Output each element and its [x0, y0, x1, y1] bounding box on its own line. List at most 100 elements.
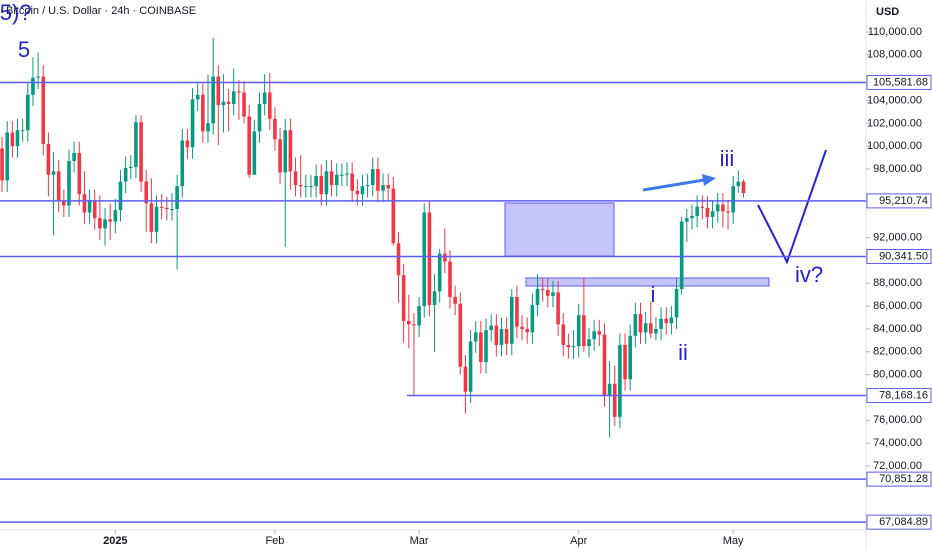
candle-body: [407, 320, 411, 325]
candle-body: [15, 130, 20, 147]
y-tick-label: 80,000.00: [873, 369, 922, 381]
candle-body: [0, 148, 4, 181]
candle-body: [278, 139, 282, 173]
candle-body: [82, 194, 87, 213]
wave-label: ii: [678, 340, 688, 365]
candle-body: [643, 323, 648, 333]
candle-body: [72, 153, 76, 162]
candle-body: [128, 166, 133, 168]
candle-body: [685, 218, 689, 222]
candle-body: [92, 201, 97, 219]
candle-body: [5, 132, 10, 181]
candle-body: [654, 328, 658, 334]
candle-body: [458, 303, 463, 367]
candle-body: [515, 296, 519, 327]
candle-body: [257, 103, 262, 132]
candle-body: [149, 203, 154, 232]
candle-body: [113, 210, 118, 222]
candle-body: [669, 317, 674, 324]
candle-body: [237, 91, 241, 93]
x-tick-label: Mar: [410, 535, 429, 547]
wave-label: 5: [18, 37, 30, 62]
y-tick-label: 88,000.00: [873, 277, 922, 289]
candle-body: [695, 206, 699, 216]
candle-body: [376, 169, 380, 191]
arrow-head: [702, 174, 716, 186]
candle-body: [504, 328, 509, 344]
candle-body: [273, 118, 277, 140]
candle-body: [365, 185, 370, 187]
price-label: 90,341.50: [879, 250, 928, 262]
candle-body: [185, 140, 190, 148]
candle-body: [561, 324, 566, 345]
candle-body: [293, 171, 298, 186]
candle-body: [437, 253, 442, 292]
candle-body: [360, 186, 365, 195]
candle-body: [242, 92, 246, 117]
zone-box: [525, 277, 770, 287]
candle-body: [324, 171, 329, 195]
candle-body: [401, 275, 406, 321]
x-tick-label: Apr: [570, 535, 587, 547]
x-tick-label: Feb: [265, 535, 284, 547]
candle-body: [31, 77, 35, 95]
candle-body: [633, 314, 638, 336]
candle-body: [221, 101, 226, 106]
candle-body: [165, 207, 169, 210]
candle-body: [134, 122, 138, 167]
candle-body: [427, 212, 432, 305]
y-tick-label: 104,000.00: [867, 94, 922, 106]
price-label: 78,168.16: [879, 389, 928, 401]
candle-body: [664, 318, 669, 324]
candle-body: [334, 174, 339, 186]
price-label: 95,210.74: [879, 195, 928, 207]
candle-body: [211, 76, 215, 124]
candle-body: [10, 132, 15, 147]
candle-body: [721, 204, 725, 212]
candle-body: [319, 175, 324, 195]
candle-body: [448, 261, 452, 297]
candle-body: [556, 292, 560, 325]
y-tick-label: 84,000.00: [873, 323, 922, 335]
candle-body: [206, 123, 210, 132]
y-tick-label: 76,000.00: [873, 414, 922, 426]
candle-body: [700, 206, 705, 208]
candle-body: [262, 92, 267, 104]
candle-body: [283, 130, 288, 173]
y-tick-label: 102,000.00: [867, 117, 922, 129]
candle-body: [340, 174, 344, 176]
candle-body: [20, 130, 25, 132]
candle-body: [46, 143, 51, 175]
candle-body: [463, 366, 468, 392]
y-tick-label: 100,000.00: [867, 140, 922, 152]
candle-body: [139, 122, 143, 182]
price-label-box: [866, 514, 932, 530]
candle-body: [329, 171, 334, 186]
candle-body: [51, 171, 56, 175]
price-label-box: [866, 249, 932, 265]
price-label-box: [866, 74, 932, 90]
candle-body: [535, 288, 540, 305]
candle-body: [201, 94, 205, 132]
candle-body: [443, 253, 447, 262]
candle-body: [98, 218, 102, 229]
y-tick-label: 108,000.00: [867, 49, 922, 61]
candle-body: [710, 211, 715, 218]
candle-body: [484, 330, 488, 363]
price-label: 67,084.89: [879, 516, 928, 528]
candle-body: [659, 318, 663, 329]
price-label-box: [866, 388, 932, 404]
candle-body: [345, 173, 349, 175]
candle-body: [453, 296, 457, 304]
wave-label: iii: [720, 146, 735, 171]
x-tick-label: 2025: [103, 535, 127, 547]
candle-body: [77, 153, 82, 195]
price-label-box: [866, 193, 932, 209]
candle-body: [566, 344, 571, 348]
candle-body: [231, 91, 236, 104]
wave-label: i: [651, 282, 656, 307]
y-tick-label: 72,000.00: [873, 460, 922, 472]
candle-body: [628, 335, 632, 380]
candle-body: [432, 291, 437, 305]
